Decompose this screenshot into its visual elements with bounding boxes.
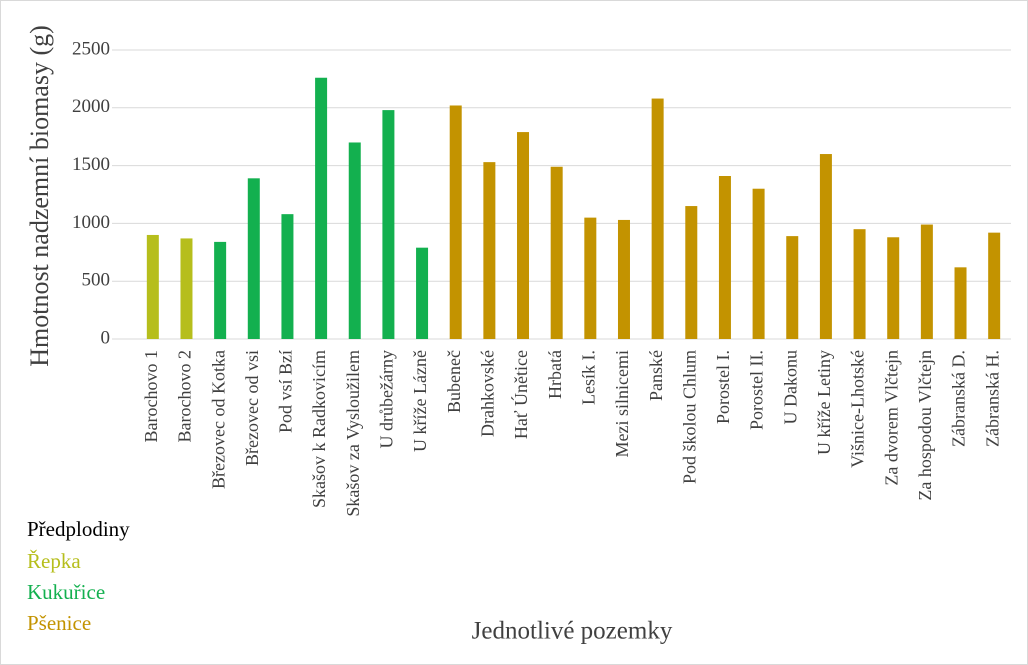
y-tick-label: 2500 bbox=[72, 38, 110, 59]
bar bbox=[550, 166, 563, 339]
y-tick-label: 1500 bbox=[72, 154, 110, 175]
bar bbox=[180, 238, 193, 339]
x-tick-label: Hať Únětice bbox=[510, 350, 531, 439]
bar bbox=[449, 105, 462, 339]
x-tick-label: Panské bbox=[646, 350, 666, 401]
x-tick-label: Za hospodou Vlčtejn bbox=[915, 350, 935, 501]
bar bbox=[416, 247, 429, 339]
x-tick-label: Barochovo 2 bbox=[175, 350, 195, 442]
x-tick-label: Pod vsí Bzí bbox=[276, 350, 296, 433]
x-tick-label: U kříže Letiny bbox=[814, 350, 834, 455]
bar bbox=[146, 234, 159, 339]
bar bbox=[718, 176, 731, 339]
x-tick-label: Porostel II. bbox=[747, 350, 767, 430]
y-tick-label: 500 bbox=[82, 270, 111, 291]
x-tick-label: U kříže Lázně bbox=[410, 350, 430, 452]
legend-entry: Pšenice bbox=[27, 611, 91, 635]
legend-entry: Řepka bbox=[27, 549, 81, 573]
y-tick-label: 0 bbox=[101, 327, 111, 348]
bar bbox=[786, 236, 799, 339]
x-tick-label: Bubeneč bbox=[444, 350, 464, 413]
x-tick-label: Březovec od Kotka bbox=[208, 350, 228, 489]
x-tick-label: Porostel I. bbox=[713, 350, 733, 424]
bar bbox=[483, 162, 496, 339]
x-tick-label: Višnice-Lhotské bbox=[848, 350, 868, 468]
x-tick-label: Skašov za Vysloužilem bbox=[343, 350, 363, 517]
x-tick-label: Skašov k Radkovicím bbox=[309, 350, 329, 508]
x-tick-label: U drůbežárny bbox=[377, 350, 397, 448]
legend-entry: Kukuřice bbox=[27, 580, 105, 604]
bar bbox=[281, 214, 294, 339]
bar bbox=[315, 77, 328, 339]
legend-title: Předplodiny bbox=[27, 517, 130, 541]
bar bbox=[517, 132, 530, 339]
y-tick-label: 2000 bbox=[72, 96, 110, 117]
bar bbox=[752, 188, 765, 339]
bar bbox=[819, 154, 832, 339]
bar bbox=[685, 206, 698, 339]
bar bbox=[954, 267, 967, 339]
x-tick-label: Lesík I. bbox=[578, 350, 598, 405]
y-tick-label: 1000 bbox=[72, 212, 110, 233]
x-tick-label: Pod školou Chlum bbox=[679, 350, 699, 484]
x-tick-label: Zábranská D. bbox=[949, 350, 969, 447]
y-axis-title: Hmotnost nadzemní biomasy (g) bbox=[25, 25, 54, 367]
bar bbox=[617, 219, 630, 339]
x-tick-label: Drahkovské bbox=[477, 350, 497, 437]
bar bbox=[247, 178, 260, 339]
x-tick-label: Březovec od vsi bbox=[242, 350, 262, 466]
bar bbox=[853, 229, 866, 339]
bar bbox=[214, 241, 227, 339]
x-tick-label: Barochovo 1 bbox=[141, 350, 161, 442]
x-tick-label: U Dakonu bbox=[780, 350, 800, 425]
x-tick-label: Mezi silnicemi bbox=[612, 350, 632, 457]
x-axis-title: Jednotlivé pozemky bbox=[472, 618, 673, 645]
bar bbox=[988, 232, 1001, 339]
bar bbox=[920, 224, 933, 339]
bar bbox=[382, 110, 395, 339]
x-tick-label: Zábranská H. bbox=[982, 350, 1002, 447]
bar bbox=[348, 142, 361, 339]
x-tick-label: Hrbatá bbox=[545, 350, 565, 399]
bar bbox=[651, 98, 664, 339]
bar bbox=[887, 237, 900, 339]
bar bbox=[584, 217, 597, 339]
x-tick-label: Za dvorem Vlčtejn bbox=[881, 350, 901, 486]
